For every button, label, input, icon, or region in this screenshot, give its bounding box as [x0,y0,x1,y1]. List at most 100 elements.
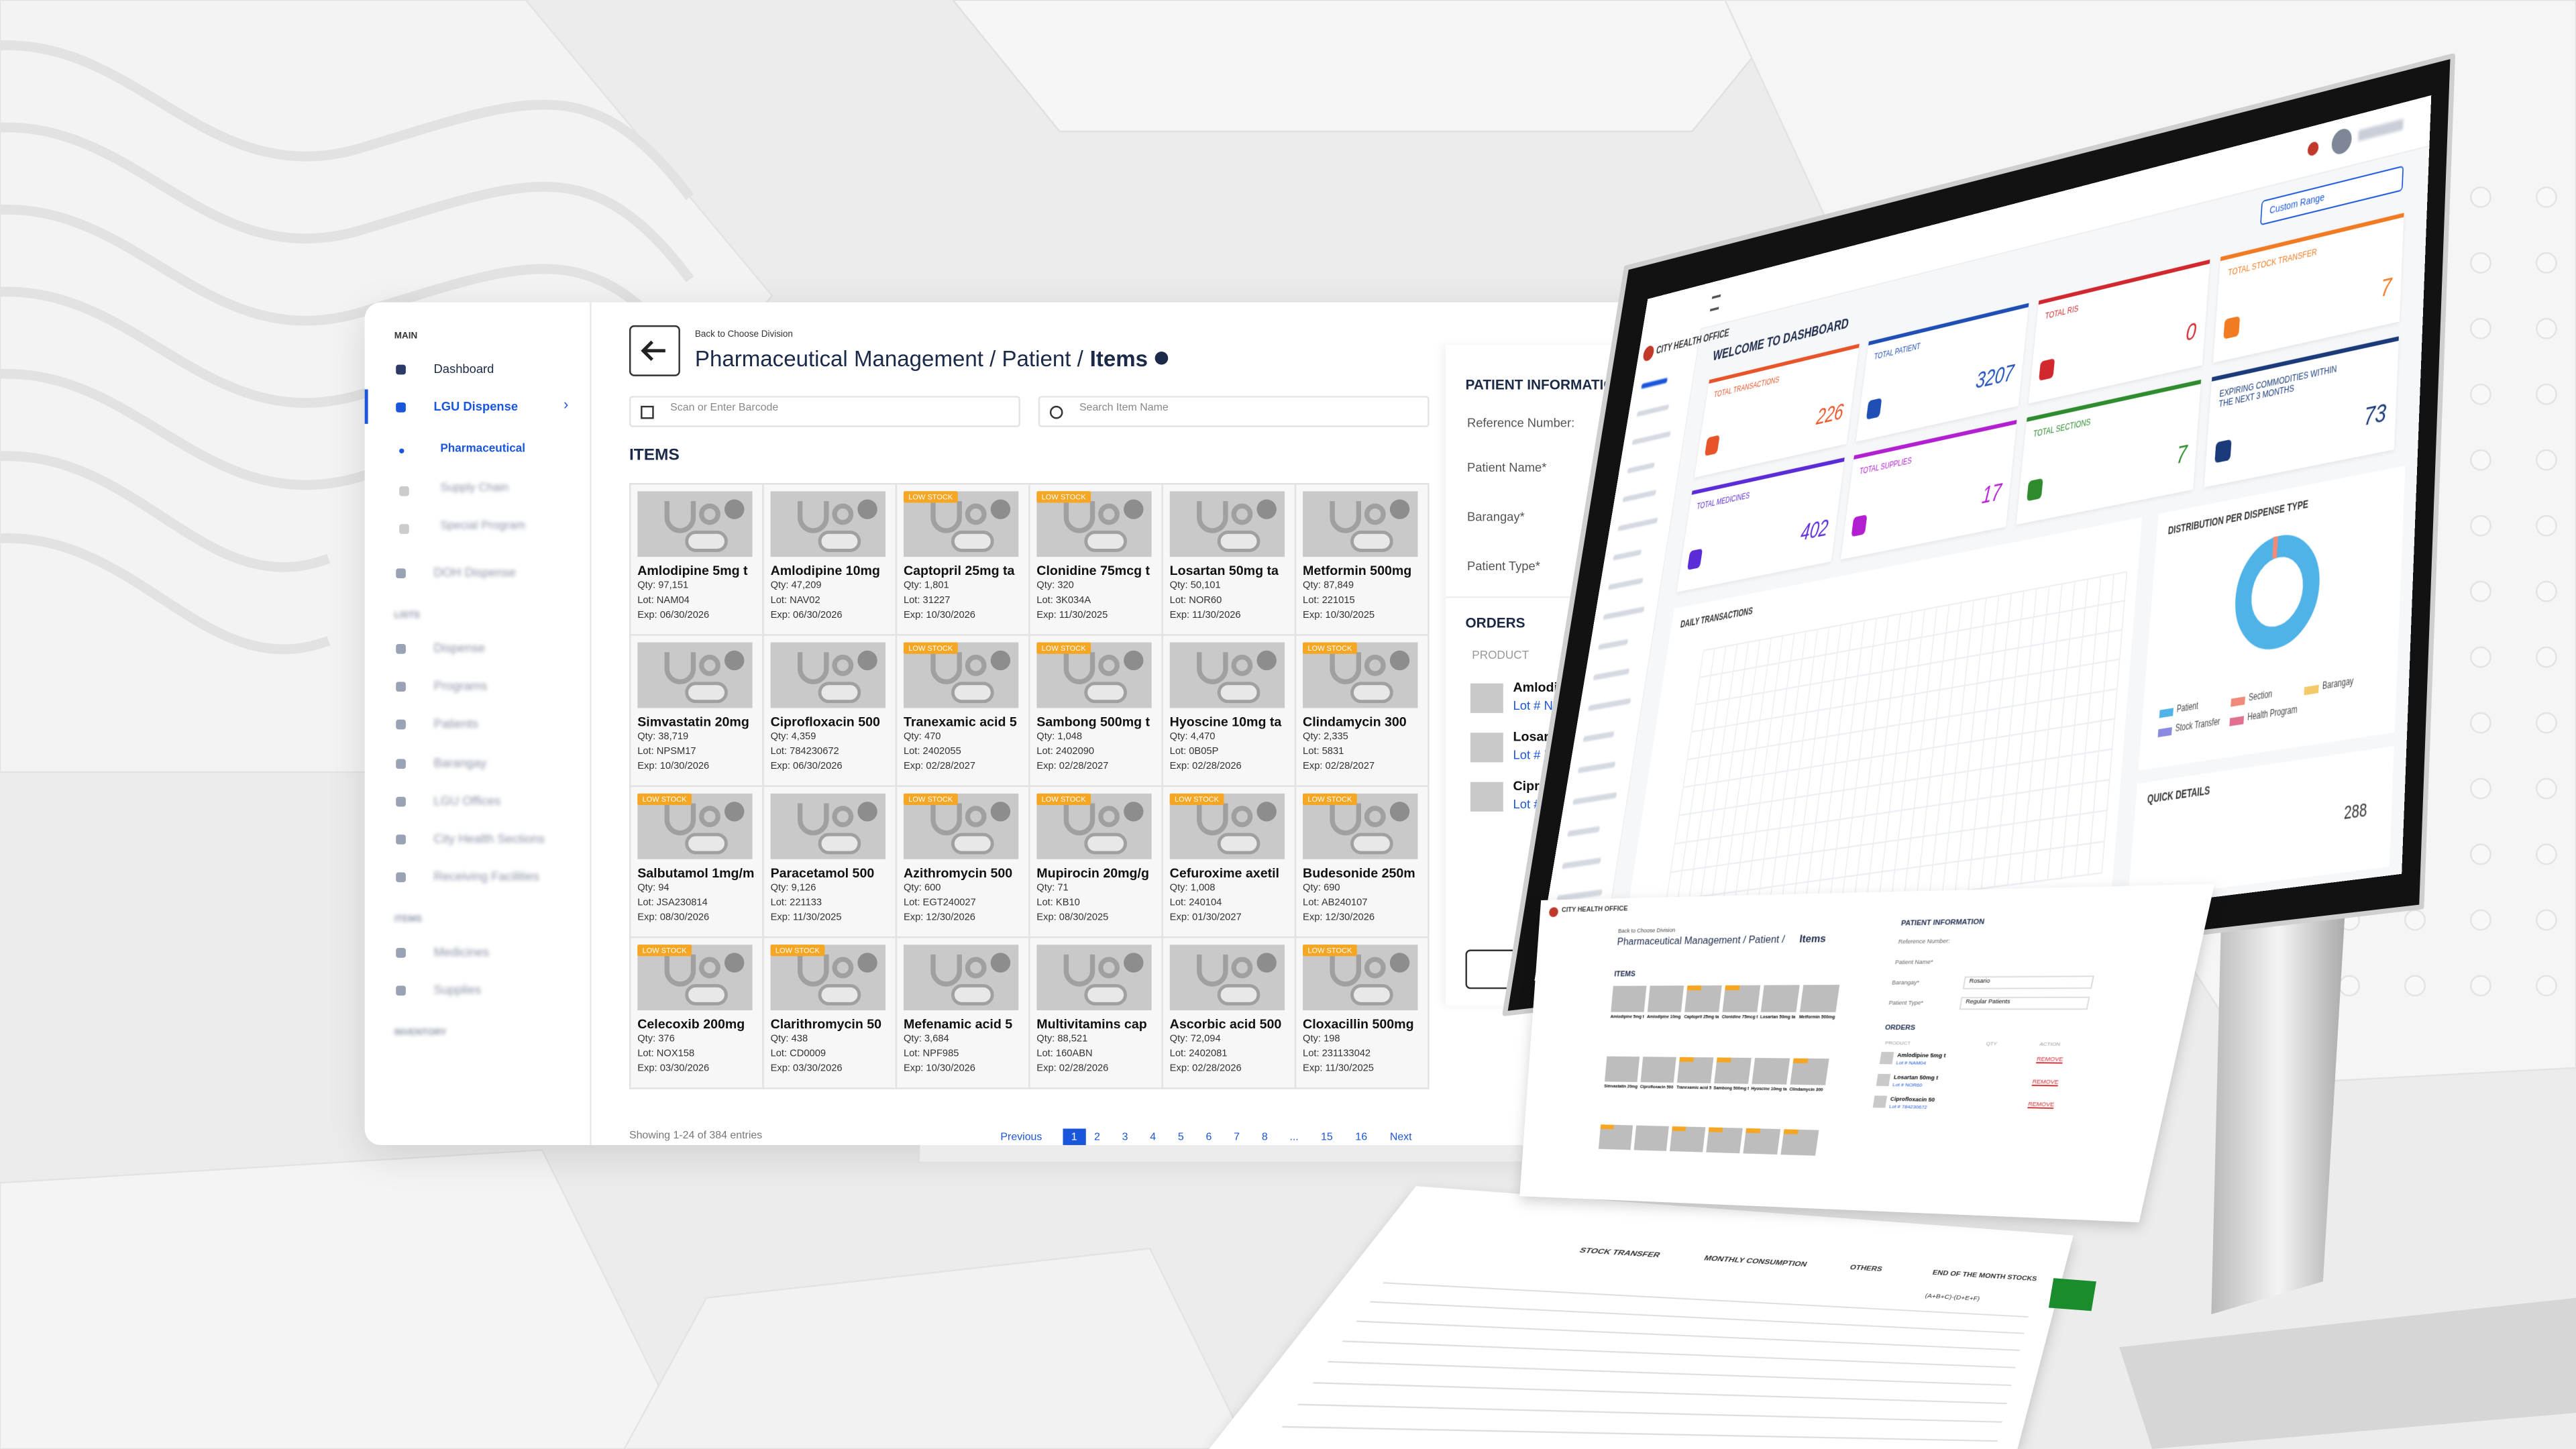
mini-input: Rosario [1962,975,2094,989]
report-formula: (A+B+C)-(D+E+F) [1923,1293,1981,1303]
search-input[interactable] [1038,396,1430,427]
pill-round [990,499,1011,519]
item-name: Metformin 500mg [1303,564,1412,579]
pill [1084,531,1128,552]
pill [951,833,994,855]
nav-item-active[interactable]: LGU Dispense [433,399,519,415]
item-lot: Lot: 160ABN [1036,1049,1093,1060]
page-link[interactable]: 2 [1094,1132,1100,1144]
stethoscope [664,803,696,836]
stethoscope-bell [1231,806,1253,828]
mini-item-name: Amlodipine 5mg t [1610,1014,1644,1020]
pill [951,682,994,704]
stethoscope [1063,803,1095,836]
bg-dot [2536,186,2557,208]
item-qty: Qty: 50,101 [1169,581,1221,592]
item-lot: Lot: NOX158 [637,1049,695,1060]
stethoscope [1197,652,1228,684]
page-link[interactable]: Previous [1000,1132,1042,1144]
stethoscope [930,803,962,836]
pill-round [724,499,745,519]
nav-item[interactable]: DOH Dispense [433,565,517,580]
nav-item[interactable]: LGU Offices [433,793,501,808]
nav-item[interactable]: Programs [433,678,488,694]
item-image [637,793,753,859]
page-link[interactable]: 15 [1320,1132,1333,1144]
nav-subitem[interactable]: Special Program [440,521,526,533]
page-link[interactable]: 8 [1261,1132,1268,1144]
stethoscope-bell [699,957,720,979]
page-link[interactable]: 5 [1177,1132,1184,1144]
item-image [903,793,1019,859]
nav-item[interactable]: Supplies [433,982,482,998]
mini-panel-title: ORDERS [1884,1024,1916,1032]
mini-tile [1760,985,1800,1012]
pill-round [990,953,1011,973]
pill-round [724,650,745,671]
placeholder: Scan or Enter Barcode [670,402,779,415]
pill [1350,531,1393,552]
page-link[interactable]: ... [1289,1132,1299,1144]
page-link[interactable]: 7 [1234,1132,1240,1144]
mini-order-lot: Lot # 784230672 [1888,1103,1928,1110]
item-lot: Lot: EGT240027 [903,898,976,909]
stethoscope [1330,803,1361,836]
nav-item[interactable]: Dashboard [433,361,494,376]
nav-item[interactable]: City Health Sections [433,831,545,847]
mini-title-current: Items [1799,932,1827,945]
item-exp: Exp: 02/28/2027 [903,762,975,773]
item-image [903,793,1019,859]
page-link[interactable]: 3 [1122,1132,1128,1144]
mini-tile [1604,1056,1640,1083]
nav-icon [396,948,406,958]
nav-subitem[interactable]: Supply Chain [440,483,509,495]
nav-subitem-active[interactable]: Pharmaceutical [440,443,526,455]
mini-item-name: Captopril 25mg ta [1684,1014,1719,1020]
item-qty: Qty: 47,209 [770,581,822,592]
item-image [770,642,886,708]
stethoscope-bell [832,957,854,979]
pill [1217,833,1260,855]
item-lot: Lot: 784230672 [770,747,839,757]
pill [1217,983,1260,1006]
item-image [1169,793,1285,859]
page-link[interactable]: Next [1389,1132,1412,1144]
item-qty: Qty: 4,359 [770,733,816,743]
mini-remove[interactable]: REMOVE [2027,1101,2055,1108]
stethoscope [1330,652,1361,684]
item-qty: Qty: 71 [1036,883,1069,894]
info-icon[interactable] [1154,352,1168,365]
item-qty: Qty: 690 [1303,883,1340,894]
nav-item[interactable]: Dispense [433,641,486,656]
nav-item[interactable]: Medicines [433,945,490,960]
page-link[interactable]: 16 [1355,1132,1368,1144]
low-stock-badge: LOW STOCK [1303,642,1357,654]
stethoscope-bell [965,503,987,525]
item-exp: Exp: 08/30/2025 [1036,913,1109,924]
showing-entries: Showing 1-24 of 384 entries [629,1130,763,1142]
pill [1217,682,1260,704]
low-stock-badge: LOW STOCK [1036,793,1091,806]
page-link[interactable]: 4 [1150,1132,1157,1144]
mini-remove[interactable]: REMOVE [2036,1055,2064,1063]
item-qty: Qty: 4,470 [1169,733,1216,743]
mini-field: Patient Type* [1888,1000,1924,1006]
item-image [903,945,1019,1011]
back-button[interactable] [629,325,680,376]
page-link[interactable]: 6 [1205,1132,1212,1144]
mini-item-name: Hyoscine 10mg ta [1751,1086,1787,1092]
mini-order-lot: Lot # NOR60 [1892,1081,1923,1088]
nav-item[interactable]: Barangay [433,755,487,770]
pill-round [857,650,877,671]
item-qty: Qty: 198 [1303,1034,1340,1045]
nav-item[interactable]: Patients [433,716,478,732]
item-name: Simvastatin 20mg [637,714,749,730]
barcode-input[interactable] [629,396,1020,427]
mini-tile [1633,1125,1669,1151]
mini-item-name: Losartan 50mg ta [1760,1014,1796,1020]
item-qty: Qty: 97,151 [637,581,689,592]
item-qty: Qty: 87,849 [1303,581,1354,592]
mini-remove[interactable]: REMOVE [2031,1078,2059,1085]
nav-item[interactable]: Receiving Facilities [433,869,539,885]
low-stock-badge: LOW STOCK [637,793,692,806]
